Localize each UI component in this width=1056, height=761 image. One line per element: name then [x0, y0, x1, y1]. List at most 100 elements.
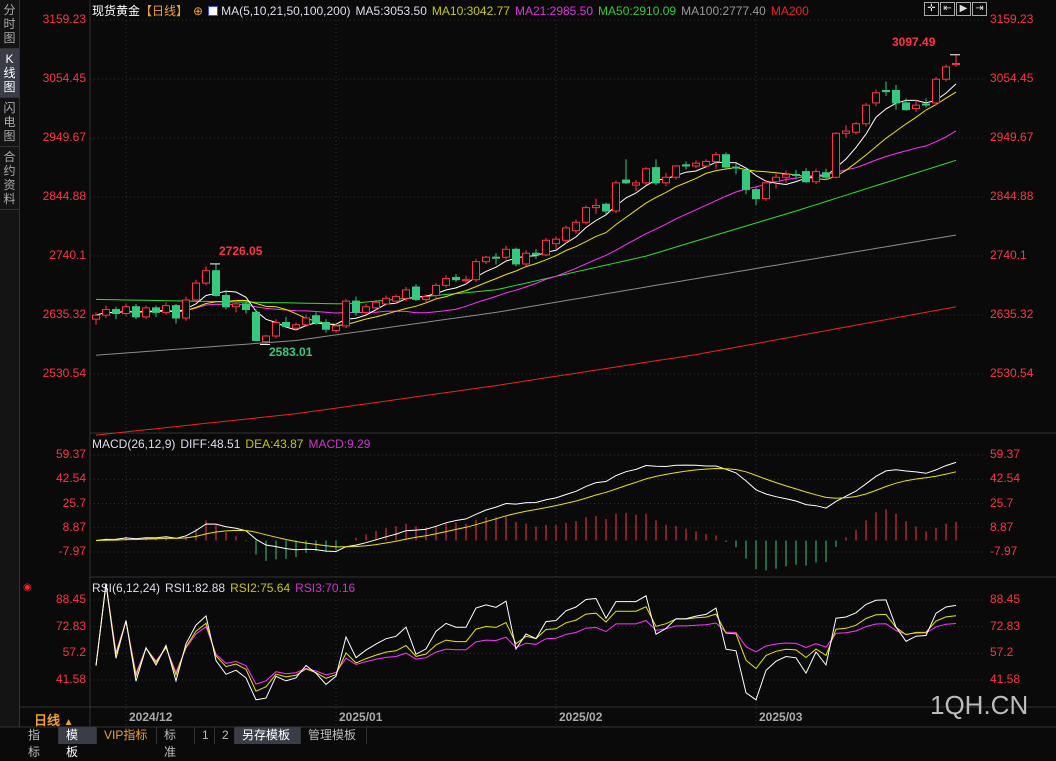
- sidebar-tab[interactable]: 闪 电 图: [0, 98, 19, 147]
- y-tick-label-left: 72.83: [55, 618, 86, 633]
- candle: [942, 64, 950, 82]
- bottom-tab[interactable]: 模板: [59, 727, 97, 759]
- y-tick-label-left: 3159.23: [42, 12, 86, 26]
- candle: [932, 77, 940, 106]
- symbol-name: 现货黄金: [92, 4, 141, 18]
- candle: [542, 238, 550, 257]
- candle: [692, 160, 700, 169]
- y-tick-label-left: 25.7: [62, 495, 86, 510]
- sidebar-tab[interactable]: 合 约 资 料: [0, 147, 19, 210]
- zoom-fit-icon[interactable]: ⇤: [940, 2, 955, 16]
- candle: [782, 170, 790, 183]
- candle: [812, 168, 820, 184]
- macd-value: MACD:9.29: [308, 437, 371, 451]
- candle: [392, 294, 400, 304]
- watermark: 1QH.CN: [930, 690, 1029, 720]
- y-tick-label-left: -7.97: [58, 544, 86, 558]
- y-tick-label-left: 2530.54: [42, 366, 86, 380]
- candle: [372, 299, 380, 310]
- main-chart-header: 现货黄金【日线】 ⊕ MA(5,10,21,50,100,200) MA5:3053.…: [92, 2, 814, 19]
- y-tick-label-right: 8.87: [990, 519, 1014, 534]
- rsi-params: RSI(6,12,24): [92, 581, 161, 595]
- candle: [752, 187, 760, 206]
- candle: [922, 98, 930, 108]
- bottom-tab[interactable]: 标准: [157, 727, 195, 759]
- candle: [862, 102, 870, 127]
- diff-value: DIFF:48.51: [180, 437, 241, 451]
- y-tick-label-right: 2740.1: [990, 248, 1027, 262]
- y-tick-label-left: 59.37: [55, 447, 86, 461]
- candle: [902, 98, 910, 111]
- candle: [222, 289, 230, 310]
- candle: [462, 275, 470, 285]
- diff-line: [95, 461, 957, 553]
- y-tick-label-right: 57.2: [990, 645, 1014, 660]
- candle: [422, 294, 430, 304]
- date-tick-label: 2025/03: [759, 710, 803, 724]
- y-tick-label-right: 2949.67: [990, 129, 1034, 144]
- candle: [552, 236, 560, 250]
- scroll-right-icon[interactable]: ⇥: [972, 2, 987, 16]
- candle: [332, 323, 340, 333]
- bottom-tab[interactable]: 另存模板: [235, 727, 301, 744]
- bottom-tab[interactable]: VIP指标: [97, 727, 157, 744]
- candle: [442, 275, 450, 288]
- price-annotation: 2726.05: [219, 243, 263, 258]
- sidebar-tab[interactable]: K 线 图: [0, 49, 19, 98]
- y-tick-label-right: 59.37: [990, 447, 1021, 461]
- candle: [162, 302, 170, 315]
- candle: [742, 168, 750, 195]
- dea-value: DEA:43.87: [245, 437, 304, 451]
- period-selector[interactable]: 日线 ▲: [34, 710, 74, 729]
- candle: [432, 283, 440, 298]
- y-tick-label-right: 72.83: [990, 618, 1021, 633]
- y-tick-label-left: 88.45: [55, 592, 86, 606]
- settings-dot-icon[interactable]: ◉: [23, 582, 32, 593]
- crosshair-icon[interactable]: ✛: [924, 2, 939, 16]
- candle: [152, 305, 160, 317]
- rsi-header: RSI(6,12,24) RSI1:82.88 RSI2:75.64 RSI3:70.…: [92, 581, 360, 595]
- candle: [342, 298, 350, 329]
- candle: [232, 299, 240, 313]
- indicator-chart-icon[interactable]: [208, 6, 219, 16]
- y-tick-label-right: 41.58: [990, 672, 1021, 686]
- y-tick-label-right: 42.54: [990, 471, 1021, 486]
- period-label: 日线: [34, 713, 61, 728]
- candle: [142, 305, 150, 320]
- candle: [352, 296, 360, 316]
- bottom-tab[interactable]: 指标: [21, 727, 59, 759]
- ma-params: MA(5,10,21,50,100,200): [221, 4, 351, 18]
- bottom-tab[interactable]: 2: [215, 727, 235, 744]
- candle: [852, 122, 860, 135]
- candle: [772, 171, 780, 189]
- bottom-tab[interactable]: 1: [195, 727, 215, 744]
- play-icon[interactable]: ▶: [956, 2, 971, 16]
- candle: [302, 314, 310, 328]
- candle: [792, 169, 800, 180]
- rsi2-line: [95, 583, 957, 692]
- candle: [212, 263, 220, 297]
- ma50-value: MA50:2910.09: [598, 4, 677, 18]
- y-tick-label-right: 3159.23: [990, 12, 1034, 26]
- period-tag[interactable]: 【日线】: [140, 4, 189, 18]
- candle: [272, 319, 280, 339]
- candle: [472, 258, 480, 282]
- bottom-tab[interactable]: 管理模板: [301, 727, 367, 744]
- y-tick-label-right: 2530.54: [990, 366, 1034, 380]
- candle: [102, 305, 110, 318]
- candle: [822, 168, 830, 181]
- ma50-line: [95, 159, 957, 305]
- candle: [402, 287, 410, 302]
- y-tick-label-right: 88.45: [990, 592, 1021, 606]
- sidebar-tab[interactable]: 分 时 图: [0, 0, 19, 49]
- candle: [652, 159, 660, 186]
- target-icon[interactable]: ⊕: [193, 4, 204, 18]
- ma200-value: MA200: [770, 4, 809, 18]
- ma100-value: MA100:2777.40: [681, 4, 766, 18]
- candle: [572, 219, 580, 234]
- candle: [642, 167, 650, 186]
- candle: [912, 99, 920, 112]
- ma21-line: [95, 130, 957, 316]
- candle: [802, 168, 810, 183]
- y-tick-label-right: 25.7: [990, 495, 1014, 510]
